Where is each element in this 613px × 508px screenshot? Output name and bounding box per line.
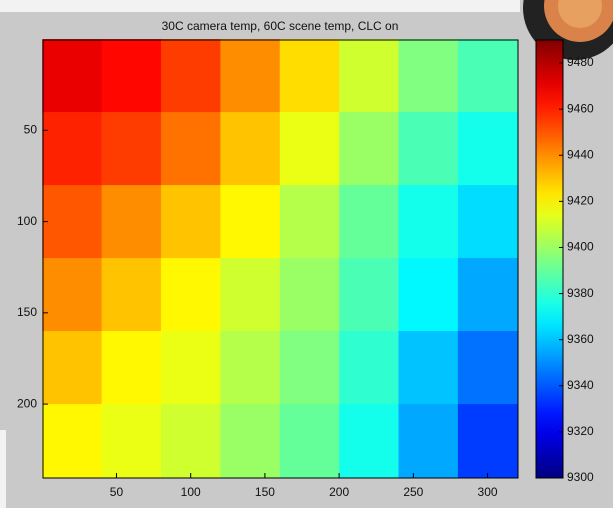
colorbar-tick-label: 9380 [567,286,594,300]
x-tick-label: 250 [403,485,423,499]
heatmap-cell [339,331,400,405]
left-patch [0,430,6,508]
heatmap-cell [398,331,459,405]
y-tick-label: 50 [24,123,38,137]
plot-frame [42,39,519,479]
colorbar-tick-label: 9460 [567,101,594,115]
heatmap-cell [161,112,221,186]
chart-title: 30C camera temp, 60C scene temp, CLC on [162,19,399,33]
heatmap-cell [339,185,400,259]
heatmap-cell [42,112,103,186]
heatmap-cell [101,331,162,405]
heatmap-cell [161,331,221,405]
y-tick-label: 200 [17,396,37,410]
heatmap-cell [220,112,281,186]
heatmap-cell [42,404,103,478]
heatmap-cell [220,185,281,259]
heatmap-cell [220,39,281,113]
heatmap-cell [161,39,221,113]
y-tick-label: 100 [17,214,37,228]
heatmap-cell [220,258,281,332]
heatmap-cell [457,404,518,478]
heatmap-cell [42,331,103,405]
heatmap-cell [398,258,459,332]
heatmap-cell [457,258,518,332]
heatmap-cell [101,39,162,113]
x-tick-label: 150 [255,485,275,499]
heatmap-cell [279,39,340,113]
heatmap-cell [42,39,103,113]
colorbar [535,39,564,479]
heatmap-cell [161,258,221,332]
heatmap-cell [279,258,340,332]
heatmap-cell [42,258,103,332]
heatmap-cell [220,331,281,405]
colorbar-tick-label: 9420 [567,194,594,208]
heatmap-cell [279,185,340,259]
heatmap-cell [279,331,340,405]
top-strip [0,0,520,12]
heatmap-cell [339,258,400,332]
heatmap-cell [101,404,162,478]
heatmap-cell [339,112,400,186]
heatmap-cell [279,404,340,478]
heatmap-cell [457,185,518,259]
heatmap-cell [339,39,400,113]
heatmap-cell [398,39,459,113]
heatmap-cell [161,185,221,259]
heatmap-cell [101,112,162,186]
heatmap-cell [42,185,103,259]
colorbar-tick-label: 9480 [567,55,594,69]
heatmap-cell [457,39,518,113]
heatmap-cell [457,331,518,405]
heatmap-cell [398,112,459,186]
x-tick-label: 50 [110,485,124,499]
heatmap-cell [398,185,459,259]
colorbar-tick-label: 9300 [567,470,594,484]
colorbar-tick-label: 9320 [567,424,594,438]
x-tick-label: 100 [181,485,201,499]
heatmap-cell [457,112,518,186]
colorbar-tick-label: 9400 [567,240,594,254]
heatmap-cell [101,185,162,259]
heatmap-cell [220,404,281,478]
lens-inner [558,0,602,28]
heatmap-cell [161,404,221,478]
colorbar-tick-label: 9340 [567,378,594,392]
heatmap-cell [339,404,400,478]
heatmap-cell [279,112,340,186]
heatmap-cell [398,404,459,478]
heatmap-cell [101,258,162,332]
x-tick-label: 200 [329,485,349,499]
colorbar-tick-label: 9440 [567,147,594,161]
x-tick-label: 300 [478,485,498,499]
colorbar-tick-label: 9360 [567,332,594,346]
y-tick-label: 150 [17,305,37,319]
